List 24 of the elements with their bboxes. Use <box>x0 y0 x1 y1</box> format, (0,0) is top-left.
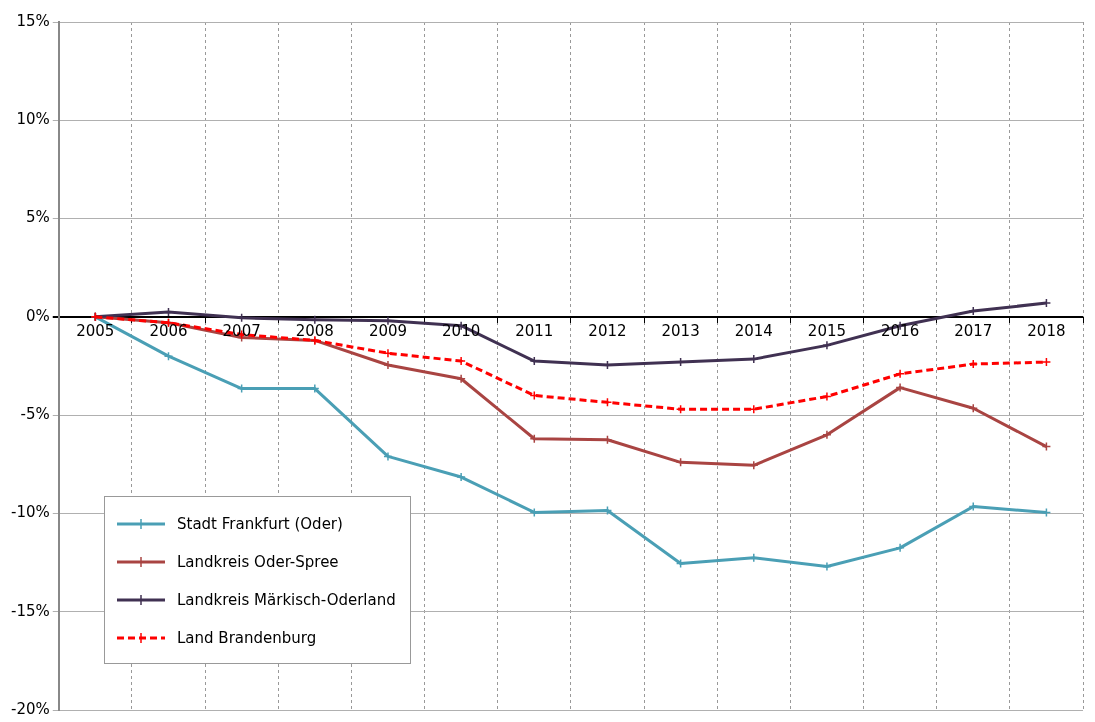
y-tick-label: -10% <box>10 503 50 522</box>
y-tick-label: 15% <box>16 11 50 30</box>
y-tick-label: -20% <box>10 699 50 718</box>
x-tick-label: 2009 <box>368 322 408 341</box>
x-tick-label: 2018 <box>1027 322 1066 341</box>
x-tick-label: 2017 <box>954 322 993 341</box>
legend-label: Landkreis Oder-Spree <box>177 553 339 571</box>
y-tick-label: 10% <box>16 110 50 129</box>
x-tick-label: 2006 <box>149 322 188 341</box>
x-tick-label: 2013 <box>661 322 700 341</box>
y-tick-label: 5% <box>25 208 50 227</box>
x-tick-label: 2015 <box>807 322 847 341</box>
x-tick-label: 2012 <box>588 322 627 341</box>
legend-label: Land Brandenburg <box>177 629 317 647</box>
x-tick-label: 2011 <box>515 322 554 341</box>
x-tick-label: 2008 <box>295 322 334 341</box>
legend-label: Stadt Frankfurt (Oder) <box>177 515 343 533</box>
x-tick-label: 2005 <box>76 322 115 341</box>
legend-label: Landkreis Märkisch-Oderland <box>177 591 396 609</box>
x-tick-label: 2016 <box>881 322 920 341</box>
y-tick-label: 0% <box>25 306 50 325</box>
y-tick-label: -15% <box>10 601 50 620</box>
y-tick-label: -5% <box>20 405 50 424</box>
x-tick-label: 2014 <box>734 322 773 341</box>
